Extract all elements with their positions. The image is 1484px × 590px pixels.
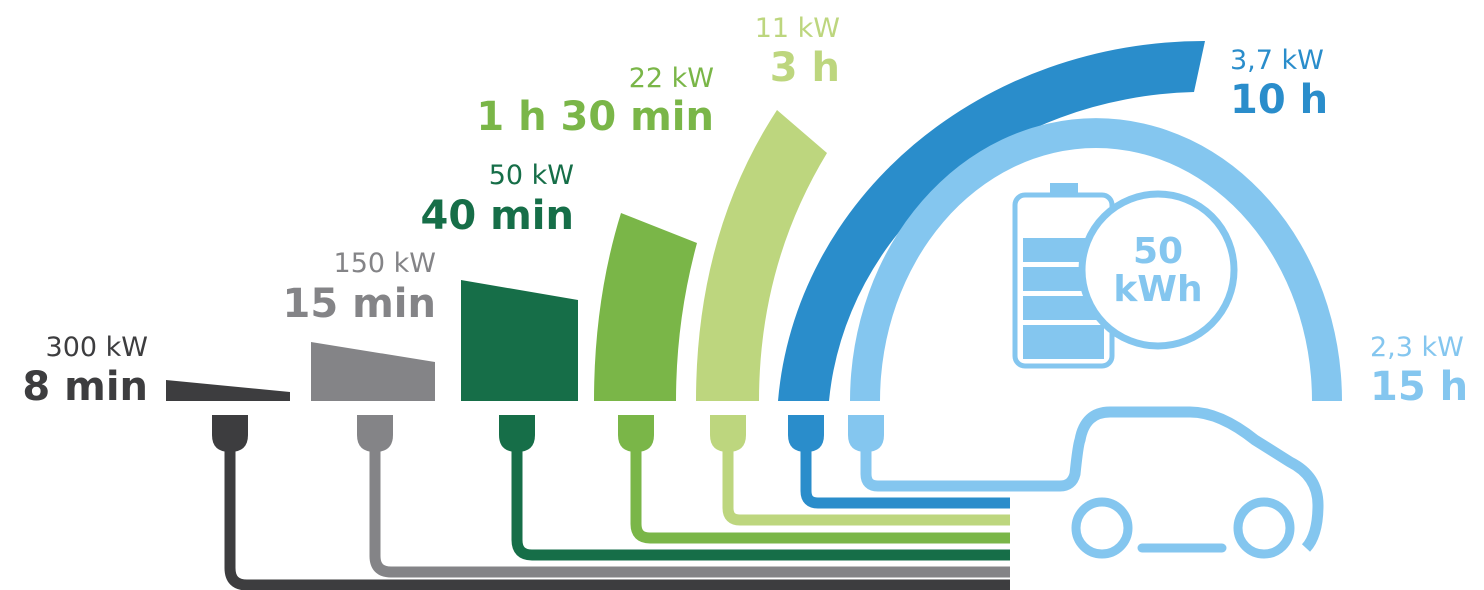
cable-3-7kw [800, 445, 1010, 509]
cable-11kw [722, 445, 1010, 526]
charging-plug-icon [710, 415, 746, 452]
bar-11kw [696, 110, 827, 401]
cable-50kw [511, 445, 1010, 561]
power-label-50kw: 50 kW [488, 160, 574, 191]
power-label-22kw: 22 kW [628, 63, 714, 94]
time-label-3-7kw: 10 h [1230, 77, 1329, 123]
time-label-50kw: 40 min [420, 193, 574, 239]
bar-300kw [166, 380, 290, 401]
cable-300kw [224, 445, 1010, 590]
bar-22kw [594, 213, 697, 401]
bar-50kw [461, 280, 578, 401]
time-label-150kw: 15 min [282, 281, 436, 327]
charging-plug-icon [788, 415, 824, 452]
power-label-2-3kw: 2,3 kW [1370, 332, 1464, 363]
power-label-3-7kw: 3,7 kW [1230, 45, 1324, 76]
power-label-150kw: 150 kW [333, 248, 436, 279]
battery-capacity-unit: kWh [1113, 268, 1203, 310]
power-label-11kw: 11 kW [754, 13, 840, 44]
charging-plug-icon [357, 415, 393, 452]
cable-22kw [630, 445, 1010, 544]
battery-icon [1012, 183, 1238, 369]
arc-3-7kw [778, 40, 1205, 401]
car-icon [1071, 497, 1295, 559]
cable-150kw [369, 445, 1010, 578]
time-label-22kw: 1 h 30 min [476, 94, 714, 140]
bar-150kw [311, 342, 435, 401]
charging-plug-icon [848, 415, 884, 452]
battery-capacity: 50 kWh [1098, 233, 1218, 309]
charging-plug-icon [212, 415, 248, 452]
arc-2-3kw [850, 118, 1342, 402]
charging-plug-icon [499, 415, 535, 452]
cable-2-3kw [860, 406, 1324, 552]
power-label-300kw: 300 kW [45, 332, 148, 363]
battery-capacity-value: 50 [1132, 231, 1184, 272]
time-label-2-3kw: 15 h [1370, 364, 1469, 410]
time-label-300kw: 8 min [22, 364, 148, 410]
charging-plug-icon [618, 415, 654, 452]
time-label-11kw: 3 h [769, 45, 840, 91]
